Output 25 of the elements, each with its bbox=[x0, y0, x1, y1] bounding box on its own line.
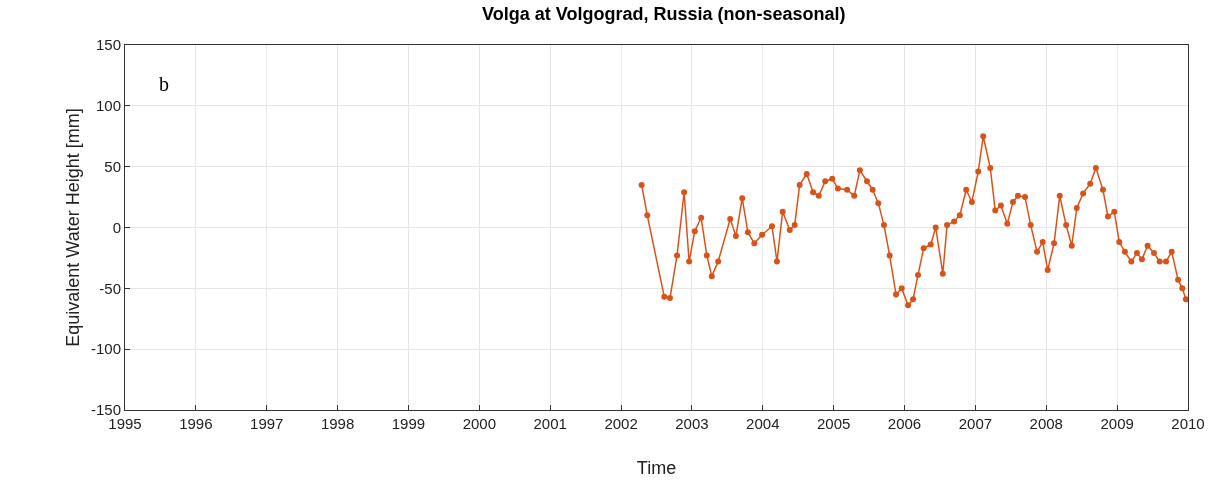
x-tick-label: 2001 bbox=[533, 415, 567, 432]
x-tick-label: 2010 bbox=[1171, 415, 1205, 432]
x-tick-label: 2002 bbox=[604, 415, 638, 432]
x-tick-label: 2009 bbox=[1100, 415, 1134, 432]
y-tick-label: -100 bbox=[90, 340, 121, 358]
chart-title: Volga at Volgograd, Russia (non-seasonal) bbox=[482, 4, 846, 25]
x-tick-label: 1998 bbox=[320, 415, 355, 432]
y-tick-label: 100 bbox=[95, 97, 121, 115]
x-tick-label: 2005 bbox=[816, 415, 851, 432]
y-tick-label: -50 bbox=[99, 279, 121, 297]
x-tick-label: 1996 bbox=[179, 415, 213, 432]
annotation: b bbox=[159, 73, 169, 95]
x-tick-label: 1999 bbox=[391, 415, 426, 432]
y-axis-title: Equivalent Water Height [mm] bbox=[63, 108, 83, 347]
x-tick-label: 2000 bbox=[462, 415, 497, 432]
y-tick-label: 150 bbox=[95, 36, 121, 54]
y-tick-label: 50 bbox=[104, 157, 121, 175]
y-tick-label: 0 bbox=[112, 218, 121, 236]
x-tick-label: 2008 bbox=[1029, 415, 1063, 432]
x-tick-label: 2003 bbox=[675, 415, 709, 432]
x-tick-label: 1997 bbox=[250, 415, 284, 432]
x-tick-label: 2004 bbox=[746, 415, 780, 432]
x-axis-title: Time bbox=[636, 458, 677, 478]
x-tick-label: 2007 bbox=[958, 415, 993, 432]
x-tick-label: 2006 bbox=[887, 415, 922, 432]
